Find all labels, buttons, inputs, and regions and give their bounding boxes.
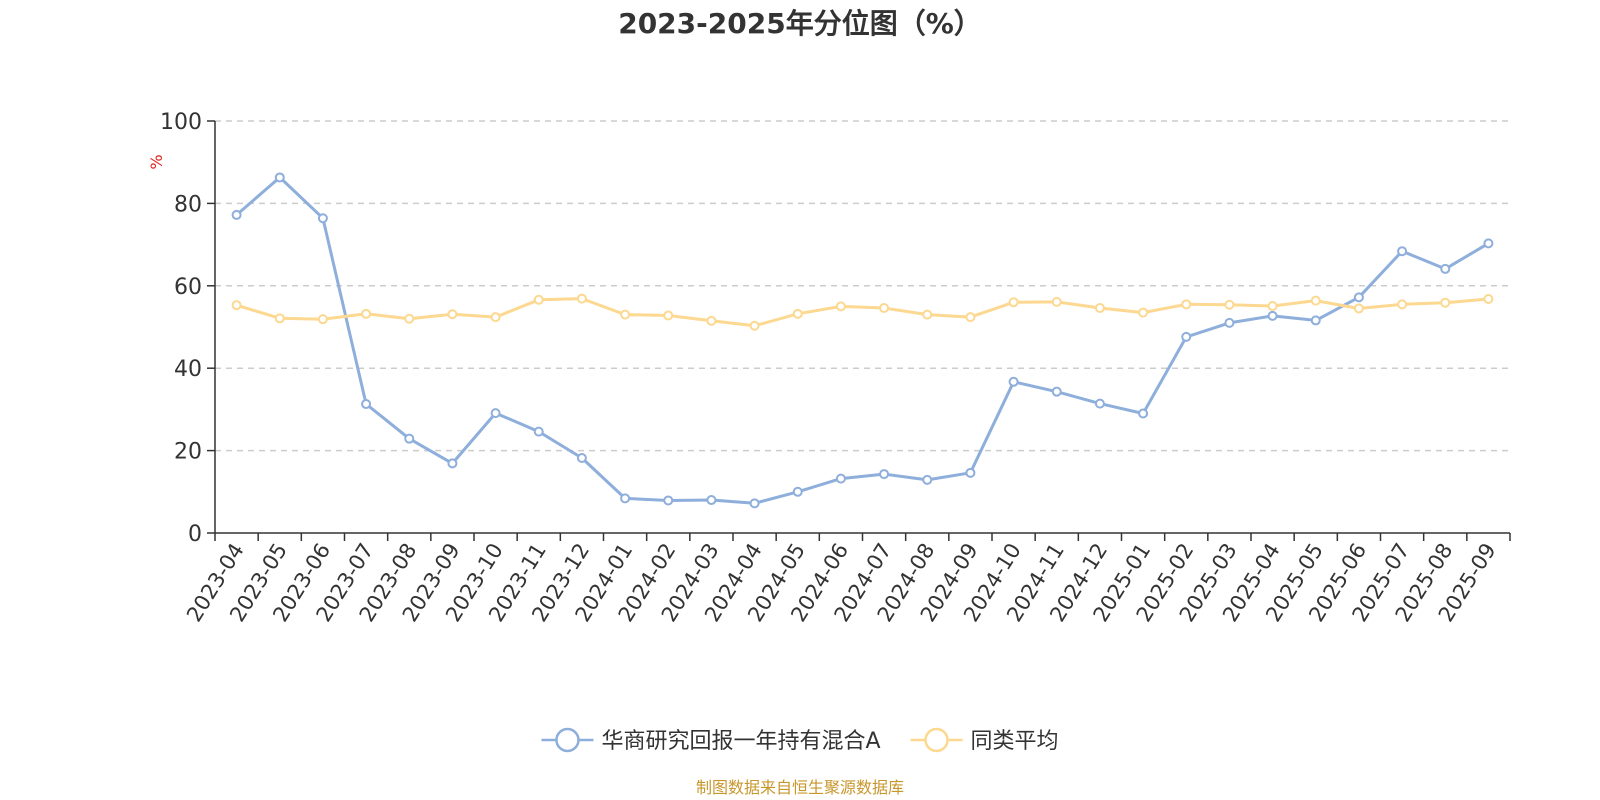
data-point[interactable] [749, 498, 760, 509]
data-point[interactable] [231, 209, 242, 220]
data-point[interactable] [1267, 300, 1278, 311]
data-point[interactable] [404, 313, 415, 324]
legend: 华商研究回报一年持有混合A 同类平均 [541, 727, 1059, 754]
data-point[interactable] [576, 453, 587, 464]
y-tick-label: 20 [174, 440, 202, 465]
data-point[interactable] [317, 213, 328, 224]
data-point[interactable] [447, 309, 458, 320]
series-2 [231, 293, 1494, 331]
data-point[interactable] [922, 309, 933, 320]
data-point[interactable] [274, 313, 285, 324]
data-point[interactable] [231, 300, 242, 311]
data-point[interactable] [706, 315, 717, 326]
data-point[interactable] [1483, 293, 1494, 304]
data-point[interactable] [490, 408, 501, 419]
data-point[interactable] [620, 309, 631, 320]
data-point[interactable] [922, 474, 933, 485]
data-point[interactable] [792, 308, 803, 319]
series-1 [231, 172, 1494, 509]
data-point[interactable] [361, 308, 372, 319]
data-point[interactable] [1008, 376, 1019, 387]
data-point[interactable] [576, 293, 587, 304]
data-point[interactable] [490, 312, 501, 323]
legend-item-2[interactable]: 同类平均 [910, 727, 1059, 754]
data-point[interactable] [835, 473, 846, 484]
data-point[interactable] [533, 294, 544, 305]
data-point[interactable] [1483, 238, 1494, 249]
data-point[interactable] [792, 486, 803, 497]
data-point[interactable] [1267, 310, 1278, 321]
data-point[interactable] [835, 301, 846, 312]
chart-title: 2023-2025年分位图（%） [618, 7, 982, 40]
data-point[interactable] [620, 493, 631, 504]
data-point[interactable] [1224, 299, 1235, 310]
data-point[interactable] [1051, 296, 1062, 307]
data-point[interactable] [1008, 297, 1019, 308]
grid-lines [215, 120, 1510, 452]
data-point[interactable] [533, 426, 544, 437]
data-point[interactable] [663, 495, 674, 506]
data-point[interactable] [965, 312, 976, 323]
series-layer [231, 172, 1494, 509]
data-point[interactable] [965, 467, 976, 478]
y-axis-unit-label: % [147, 154, 166, 169]
data-point[interactable] [1224, 317, 1235, 328]
legend-circle-icon [924, 727, 949, 753]
legend-item-1[interactable]: 华商研究回报一年持有混合A [541, 727, 881, 754]
data-point[interactable] [749, 320, 760, 331]
series-line [235, 175, 1490, 505]
data-point[interactable] [663, 310, 674, 321]
data-point[interactable] [1051, 386, 1062, 397]
data-point[interactable] [1094, 398, 1105, 409]
y-tick-label: 40 [174, 357, 202, 382]
data-point[interactable] [1353, 292, 1364, 303]
data-point[interactable] [879, 469, 890, 480]
y-tick-label: 0 [188, 522, 202, 547]
data-point[interactable] [1181, 331, 1192, 342]
data-point[interactable] [1440, 263, 1451, 274]
data-point[interactable] [1397, 246, 1408, 257]
data-point[interactable] [274, 172, 285, 183]
legend-label: 华商研究回报一年持有混合A [601, 729, 880, 754]
data-point[interactable] [1138, 307, 1149, 318]
y-tick-label: 60 [174, 275, 202, 300]
data-point[interactable] [706, 495, 717, 506]
data-point[interactable] [404, 433, 415, 444]
data-point[interactable] [1094, 303, 1105, 314]
source-note: 制图数据来自恒生聚源数据库 [696, 778, 904, 797]
data-point[interactable] [1397, 299, 1408, 310]
series-line [236, 297, 1489, 328]
data-point[interactable] [361, 399, 372, 410]
y-tick-label: 80 [174, 192, 202, 217]
legend-circle-icon [555, 727, 580, 753]
data-point[interactable] [1353, 303, 1364, 314]
data-point[interactable] [317, 314, 328, 325]
data-point[interactable] [1440, 297, 1451, 308]
data-point[interactable] [879, 303, 890, 314]
data-point[interactable] [1310, 295, 1321, 306]
legend-label: 同类平均 [971, 729, 1059, 754]
data-point[interactable] [1310, 315, 1321, 326]
y-tick-label: 100 [160, 110, 202, 135]
data-point[interactable] [1138, 408, 1149, 419]
data-point[interactable] [1181, 299, 1192, 310]
data-point[interactable] [447, 458, 458, 469]
